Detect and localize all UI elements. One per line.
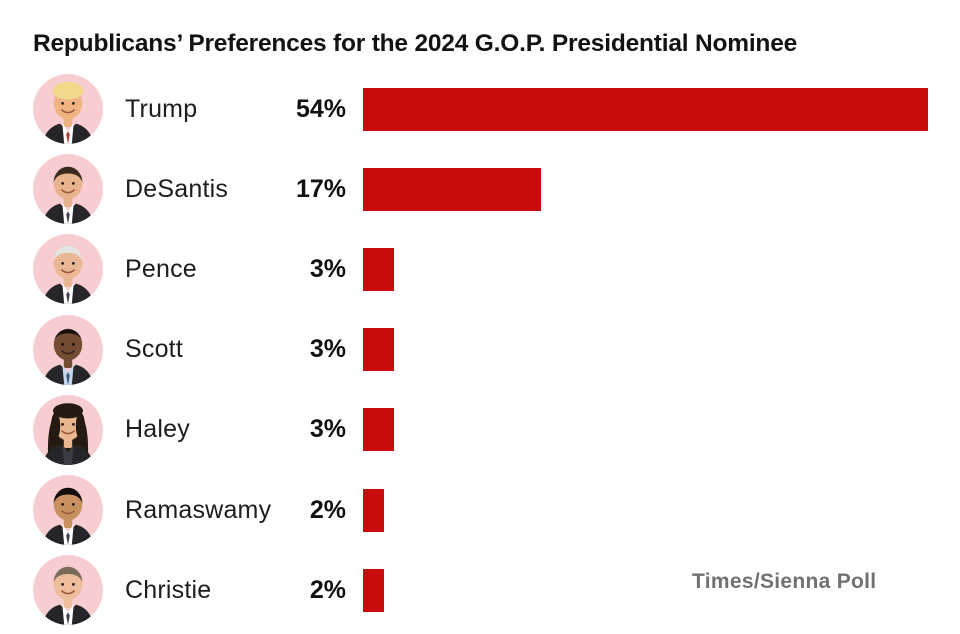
- value-label: 2%: [309, 495, 346, 524]
- chart-row: Haley 3%: [33, 390, 960, 470]
- value-label: 3%: [309, 415, 346, 444]
- chart-row: Scott 3%: [33, 310, 960, 390]
- candidate-name-label: Ramaswamy: [125, 495, 272, 524]
- value-bar: [363, 568, 384, 612]
- candidate-name-label: Scott: [125, 335, 183, 364]
- desantis-portrait-icon: [33, 154, 103, 225]
- attribution-label: Times/Sienna Poll: [692, 570, 877, 593]
- ramaswamy-portrait-icon: [33, 475, 103, 546]
- value-bar: [363, 408, 394, 452]
- candidate-name-label: Haley: [125, 415, 190, 444]
- value-bar: [363, 247, 394, 291]
- haley-portrait-icon: [33, 394, 103, 465]
- value-label: 17%: [295, 174, 346, 203]
- pence-portrait-icon: [33, 234, 103, 305]
- value-bar: [363, 488, 384, 532]
- value-label: 3%: [309, 335, 346, 364]
- value-bar: [363, 328, 394, 372]
- candidate-name-label: Trump: [125, 94, 198, 123]
- scott-portrait-icon: [33, 314, 103, 385]
- chart-row: Trump 54%: [33, 69, 960, 149]
- candidate-name-label: Christie: [125, 575, 212, 604]
- value-label: 3%: [309, 254, 346, 283]
- chart-row: Pence 3%: [33, 229, 960, 309]
- value-label: 54%: [295, 94, 346, 123]
- chart-row: Ramaswamy 2%: [33, 470, 960, 550]
- chart-title: Republicans’ Preferences for the 2024 G.…: [33, 30, 798, 57]
- christie-portrait-icon: [33, 555, 103, 626]
- chart-row: DeSantis 17%: [33, 149, 960, 229]
- chart-row: Christie 2%: [33, 550, 960, 630]
- value-bar: [363, 167, 541, 211]
- candidate-name-label: Pence: [125, 254, 197, 283]
- bar-rows: Trump 54% DeSantis 17% Pence 3% Scott 3% Haley 3%…: [33, 69, 960, 630]
- trump-portrait-icon: [33, 74, 103, 145]
- candidate-name-label: DeSantis: [125, 174, 229, 203]
- value-bar: [363, 87, 928, 131]
- value-label: 2%: [309, 575, 346, 604]
